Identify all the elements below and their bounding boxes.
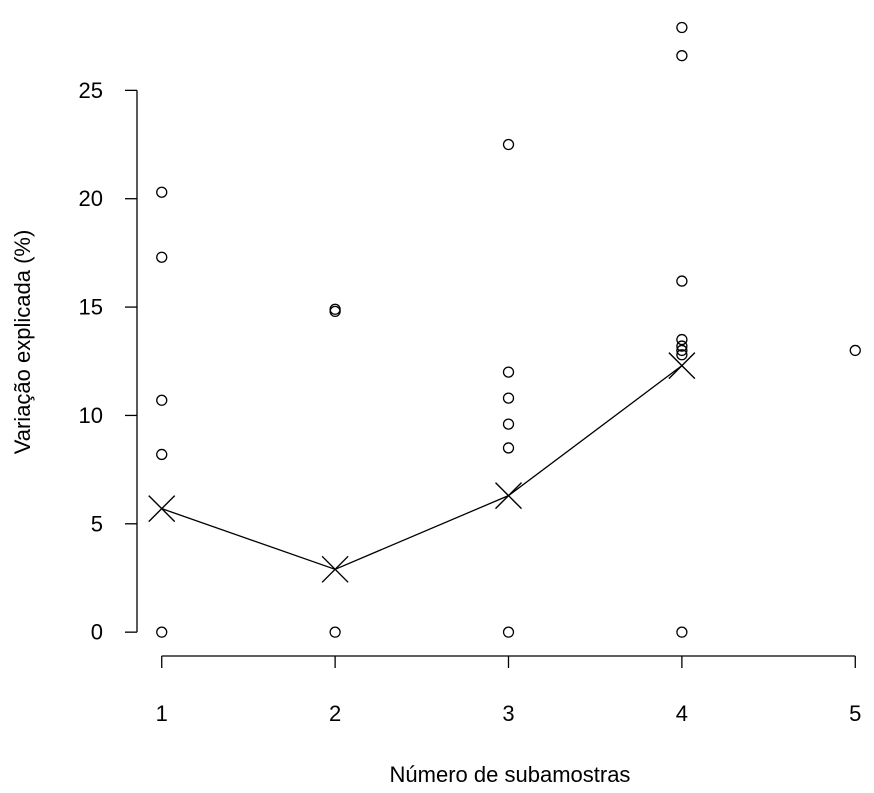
data-point (502, 442, 515, 454)
data-point (676, 333, 688, 346)
data-point (156, 626, 168, 638)
data-point (502, 626, 515, 638)
data-point (676, 344, 688, 357)
data-point (676, 626, 688, 638)
data-point (676, 21, 688, 34)
data-point (502, 366, 515, 378)
x-axis-label: Número de subamostras (390, 762, 631, 787)
y-tick-label: 5 (91, 511, 103, 536)
data-point (329, 626, 341, 638)
x-tick-label: 1 (156, 701, 168, 726)
axes: 0 5 10 15 20 25 1 2 3 4 5 (79, 78, 862, 726)
x-tick-label: 4 (676, 701, 688, 726)
data-point (502, 418, 515, 430)
data-point (676, 349, 688, 361)
data-point (676, 340, 688, 352)
points-layer (156, 21, 861, 638)
mean-marker (321, 555, 349, 583)
x-tick-label: 2 (329, 701, 341, 726)
y-tick-label: 20 (79, 186, 103, 211)
data-point (156, 448, 168, 461)
y-tick-label: 15 (79, 295, 103, 320)
mean-marker (148, 495, 176, 523)
y-tick-label: 0 (91, 620, 103, 645)
y-axis-label: Variação explicada (%) (10, 230, 35, 455)
y-tick-label: 10 (79, 403, 103, 428)
mean-marker (495, 482, 522, 510)
mean-marker (668, 352, 696, 380)
mean-line (161, 365, 683, 571)
data-point (329, 305, 341, 318)
data-point (502, 392, 515, 404)
data-point (156, 251, 168, 263)
data-point (676, 50, 688, 62)
data-point (329, 303, 341, 315)
y-tick-label: 25 (79, 78, 103, 103)
data-point (502, 138, 515, 151)
data-point (156, 394, 168, 406)
data-point (156, 186, 168, 198)
data-point (676, 275, 688, 287)
x-tick-label: 5 (849, 701, 861, 726)
means-layer (148, 352, 696, 583)
x-tick-label: 3 (502, 701, 514, 726)
data-point (849, 344, 861, 357)
